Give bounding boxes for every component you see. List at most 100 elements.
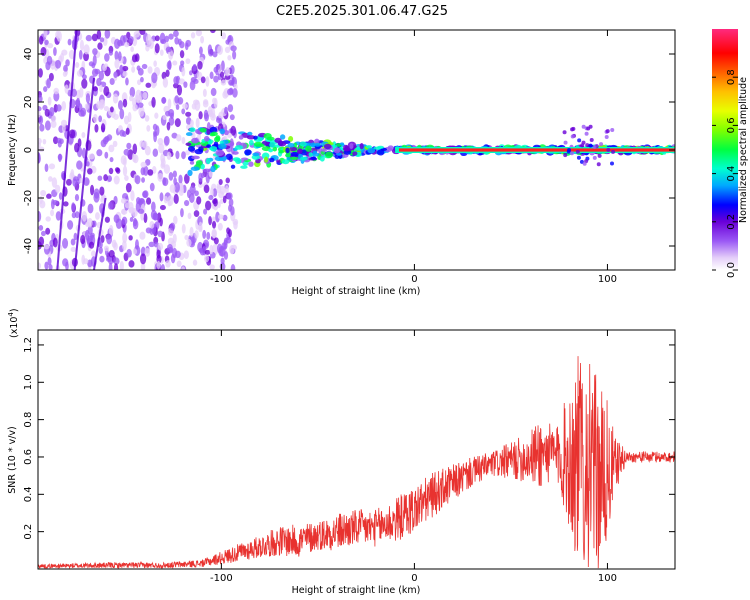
heatmap-cell xyxy=(261,152,270,160)
heatmap-cell xyxy=(145,34,152,46)
heatmap-cell xyxy=(181,266,186,270)
heatmap-cell xyxy=(192,259,198,266)
heatmap-cell xyxy=(39,124,45,132)
heatmap-cell xyxy=(113,242,118,251)
heatmap-cell xyxy=(70,238,76,246)
heatmap-cell xyxy=(79,39,85,51)
heatmap-cell xyxy=(38,68,43,78)
heatmap-cell xyxy=(205,158,211,165)
heatmap-cell xyxy=(208,170,213,178)
heatmap-cell xyxy=(78,49,83,60)
heatmap-cell xyxy=(217,214,224,220)
heatmap-cell xyxy=(74,142,80,153)
heatmap-cell xyxy=(173,193,179,205)
heatmap-cell xyxy=(59,138,64,145)
heatmap-cell xyxy=(166,151,172,160)
heatmap-cell xyxy=(58,192,63,200)
heatmap-cell xyxy=(311,152,320,157)
heatmap-cell xyxy=(145,44,150,52)
heatmap-cell xyxy=(288,136,294,142)
heatmap-cell xyxy=(44,39,49,46)
spectrogram-y-tick-label: -40 xyxy=(23,238,34,254)
heatmap-cell xyxy=(113,113,119,120)
heatmap-cell xyxy=(255,158,261,164)
heatmap-cell xyxy=(387,145,394,151)
heatmap-cell xyxy=(113,175,120,185)
heatmap-cell xyxy=(108,144,115,153)
heatmap-cell xyxy=(100,139,107,148)
heatmap-cell xyxy=(230,264,236,270)
spectrogram-x-tick-label: -100 xyxy=(210,274,233,285)
heatmap-cell xyxy=(40,189,47,197)
heatmap-cell xyxy=(188,70,193,76)
heatmap-cell xyxy=(324,151,334,159)
heatmap-cell xyxy=(81,254,86,265)
heatmap-cell xyxy=(93,188,100,199)
snr-y-tick-label: 0.4 xyxy=(23,486,34,502)
heatmap-cell xyxy=(230,45,237,52)
heatmap-cell xyxy=(121,216,128,226)
heatmap-cell xyxy=(97,175,103,181)
heatmap-cell xyxy=(168,171,174,181)
heatmap-cell xyxy=(253,141,263,147)
heatmap-cell xyxy=(233,220,238,230)
heatmap-cell xyxy=(99,186,105,196)
heatmap-cell xyxy=(189,127,196,132)
heatmap-cell xyxy=(38,35,44,45)
heatmap-cell xyxy=(106,234,113,245)
colorbar-tick-label: 0.6 xyxy=(726,117,737,133)
heatmap-cell xyxy=(213,75,219,83)
heatmap-cell xyxy=(88,241,95,249)
heatmap-cell xyxy=(48,163,56,170)
heatmap-streak xyxy=(73,77,95,270)
heatmap-cell xyxy=(45,227,51,235)
heatmap-cell xyxy=(589,137,594,142)
spectrogram-y-label: Frequency (Hz) xyxy=(7,114,18,186)
heatmap-cell xyxy=(227,104,234,113)
heatmap-cell xyxy=(140,262,146,270)
heatmap-cell xyxy=(567,147,572,152)
heatmap-cell xyxy=(157,172,164,182)
heatmap-cell xyxy=(98,70,105,81)
heatmap-cell xyxy=(42,138,47,145)
heatmap-cell xyxy=(153,212,159,221)
heatmap-cell xyxy=(221,32,227,40)
heatmap-cell xyxy=(100,99,106,109)
heatmap-cell xyxy=(290,151,299,157)
heatmap-cell xyxy=(342,147,351,152)
heatmap-cell xyxy=(53,47,57,56)
heatmap-cell xyxy=(229,244,235,255)
heatmap-cell xyxy=(38,94,43,103)
heatmap-cell xyxy=(333,147,341,154)
heatmap-cell xyxy=(310,142,316,148)
heatmap-cell xyxy=(154,35,160,42)
heatmap-cell xyxy=(65,59,70,67)
heatmap-cell xyxy=(184,42,189,51)
heatmap-cell xyxy=(604,134,609,139)
heatmap-cell xyxy=(104,30,111,39)
heatmap-cell xyxy=(376,149,385,156)
heatmap-cell xyxy=(359,143,364,150)
heatmap-cell xyxy=(269,157,275,163)
heatmap-cell xyxy=(142,91,148,100)
heatmap-cell xyxy=(209,244,214,255)
heatmap-cell xyxy=(288,146,298,152)
heatmap-cell xyxy=(187,169,193,177)
heatmap-cell xyxy=(190,119,194,127)
heatmap-cell xyxy=(194,148,204,155)
heatmap-cell xyxy=(81,132,86,139)
heatmap-cell xyxy=(122,71,128,77)
colorbar-tick-label: 0.8 xyxy=(726,69,737,85)
heatmap-cell xyxy=(121,208,126,215)
heatmap-cell xyxy=(163,164,171,174)
snr-y-tick-label: 0.8 xyxy=(23,412,34,428)
heatmap-cell xyxy=(246,135,256,140)
heatmap-cell xyxy=(80,234,86,245)
heatmap-cell xyxy=(76,69,84,77)
heatmap-cell xyxy=(285,147,290,154)
heatmap-cell xyxy=(222,214,228,222)
snr-x-tick-label: -100 xyxy=(210,573,233,584)
heatmap-cell xyxy=(96,30,102,40)
heatmap-cell xyxy=(153,60,157,67)
heatmap-cell xyxy=(586,126,591,131)
